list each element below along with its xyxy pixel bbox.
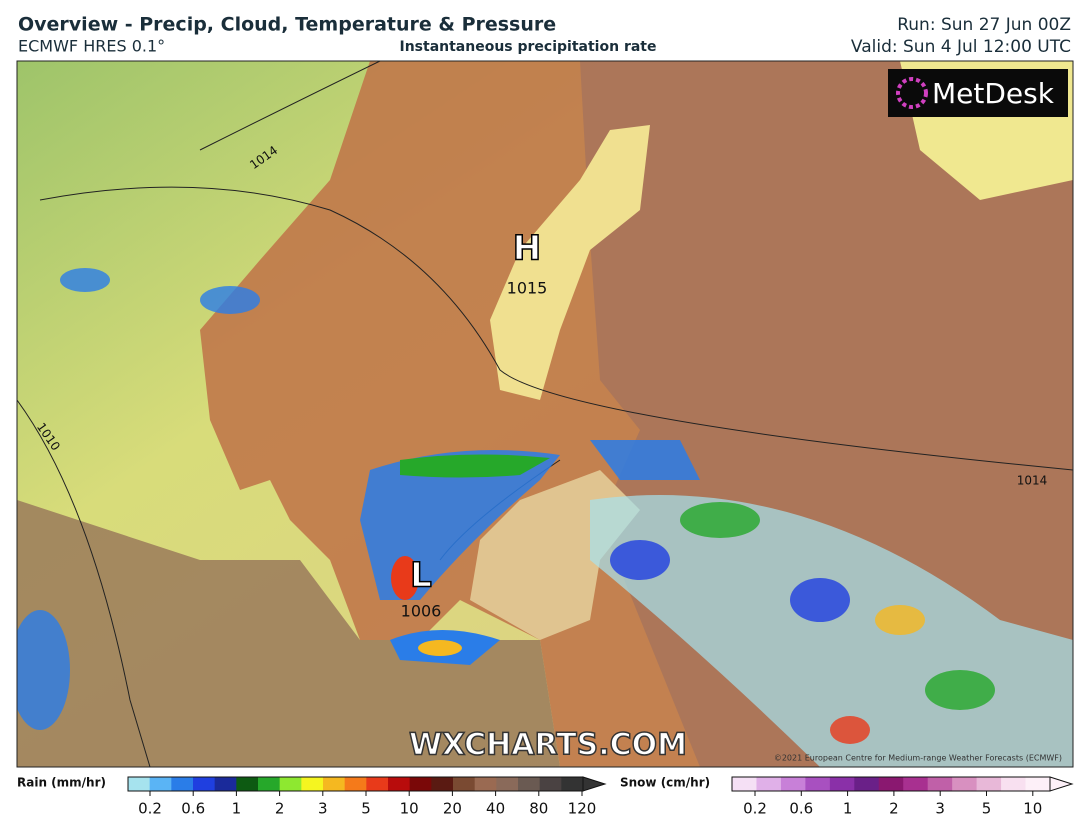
- precip: [17, 268, 1073, 767]
- rain-swatch: [279, 777, 302, 791]
- snow-frame: [731, 776, 1051, 792]
- rain-tick-label: 40: [486, 800, 505, 818]
- rain-swatch: [214, 777, 237, 791]
- title: Overview - Precip, Cloud, Temperature & …: [18, 14, 556, 36]
- high-symbol: H: [513, 229, 541, 269]
- snow-tick-label: 5: [982, 800, 992, 818]
- snow-swatch: [805, 777, 831, 791]
- logo-box: [888, 69, 1068, 117]
- land: [17, 500, 560, 767]
- high-value: 1015: [507, 279, 548, 298]
- isobar-label: 1014: [1017, 474, 1048, 488]
- rain-swatch: [496, 777, 519, 791]
- model: ECMWF HRES 0.1°: [18, 37, 165, 56]
- rain-label: Rain (mm/hr): [17, 776, 106, 790]
- rain-swatch: [453, 777, 476, 791]
- gulf: [490, 125, 650, 400]
- rain-swatch: [258, 777, 281, 791]
- snow-swatch: [927, 777, 953, 791]
- rain-frame: [127, 776, 584, 792]
- snow-arrow: [1049, 776, 1074, 792]
- rain-swatch: [539, 777, 562, 791]
- snow-tick-label: 1: [843, 800, 853, 818]
- rain-swatch: [344, 777, 367, 791]
- snow-label: Snow (cm/hr): [620, 776, 710, 790]
- snow-swatch: [976, 777, 1002, 791]
- snow-swatch: [952, 777, 978, 791]
- subtitle: Instantaneous precipitation rate: [400, 39, 657, 55]
- rain-tick-label: 2: [275, 800, 285, 818]
- rain-swatch: [193, 777, 216, 791]
- rain-swatch: [236, 777, 259, 791]
- snow-tick-label: 3: [935, 800, 945, 818]
- rain-tick-label: 0.2: [138, 800, 162, 818]
- rain-swatch: [561, 777, 584, 791]
- rain-swatch: [409, 777, 432, 791]
- snow-swatch: [829, 777, 855, 791]
- snow-swatch: [903, 777, 929, 791]
- snow-swatch: [1001, 777, 1027, 791]
- rain-swatch: [518, 777, 541, 791]
- rain-tick-label: 120: [568, 800, 597, 818]
- rain-swatch: [474, 777, 497, 791]
- valid: Valid: Sun 4 Jul 12:00 UTC: [851, 37, 1071, 57]
- rain-tick-label: 3: [318, 800, 328, 818]
- rain-arrow: [582, 776, 607, 792]
- snow-swatch: [1025, 777, 1051, 791]
- map: MetDesk H 1015 L 1006 1014 1010 1014 WXC…: [17, 61, 1073, 767]
- rain-swatch: [366, 777, 389, 791]
- snow-tick-label: 0.2: [743, 800, 767, 818]
- watermark: WXCHARTS.COM: [409, 728, 687, 763]
- snow-tick-label: 10: [1023, 800, 1042, 818]
- low-value: 1006: [401, 602, 442, 621]
- rain-swatch: [388, 777, 411, 791]
- rain-tick-label: 5: [361, 800, 371, 818]
- rain-tick-label: 1: [232, 800, 242, 818]
- snow-swatch: [780, 777, 806, 791]
- rain-swatch: [431, 777, 454, 791]
- snow-tick-label: 0.6: [789, 800, 813, 818]
- rain-tick-label: 0.6: [181, 800, 205, 818]
- rain-swatch: [171, 777, 194, 791]
- low-symbol: L: [410, 556, 432, 596]
- snow-swatch: [854, 777, 880, 791]
- rain-tick-label: 10: [400, 800, 419, 818]
- snow-swatch: [756, 777, 782, 791]
- rain-swatch: [128, 777, 151, 791]
- logo: MetDesk: [932, 77, 1055, 110]
- rain-swatch: [149, 777, 172, 791]
- snow-swatch: [732, 777, 757, 791]
- run: Run: Sun 27 Jun 00Z: [897, 15, 1071, 35]
- rain-tick-label: 20: [443, 800, 462, 818]
- copyright: ©2021 European Centre for Medium-range W…: [774, 754, 1062, 763]
- snow-swatch: [878, 777, 904, 791]
- rain-swatch: [323, 777, 346, 791]
- rain-tick-label: 80: [529, 800, 548, 818]
- rain-swatch: [301, 777, 324, 791]
- snow-tick-label: 2: [889, 800, 899, 818]
